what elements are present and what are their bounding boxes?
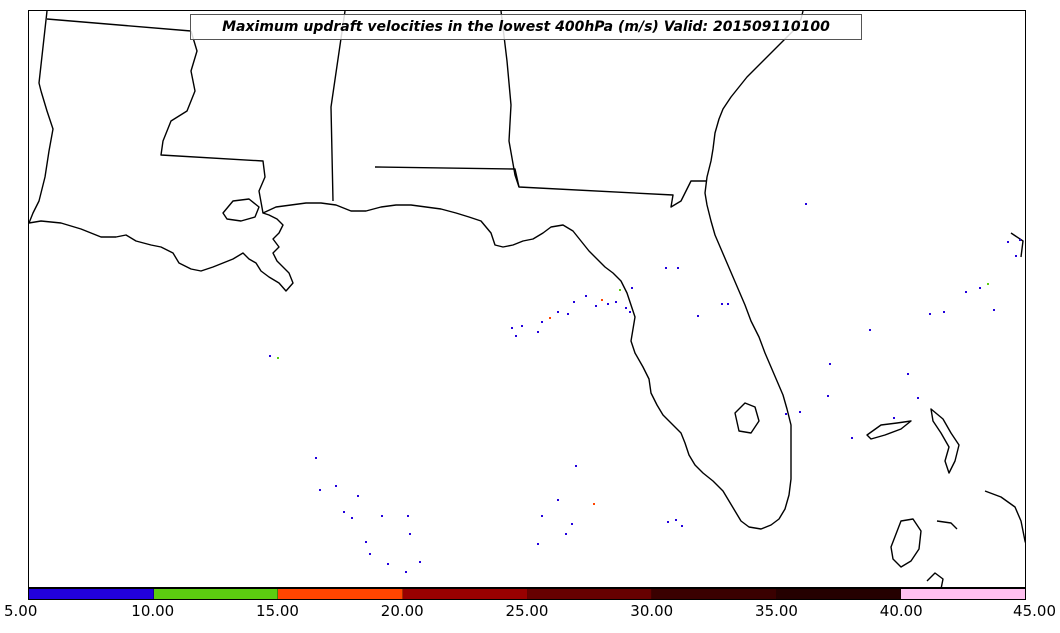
cuba-west xyxy=(926,572,944,587)
colorbar-tick-label: 20.00 xyxy=(380,602,424,620)
state-border-la-top xyxy=(46,18,192,32)
colorbar-tick-label: 30.00 xyxy=(630,602,674,620)
colorbar-segment xyxy=(776,589,902,599)
map-title: Maximum updraft velocities in the lowest… xyxy=(190,14,862,40)
colorbar-segment xyxy=(278,589,403,599)
bahamas-east xyxy=(1010,232,1024,258)
colorbar-tick-label: 40.00 xyxy=(879,602,923,620)
colorbar-tick-label: 5.00 xyxy=(4,602,38,620)
colorbar-segment xyxy=(402,589,528,599)
colorbar-tick-label: 15.00 xyxy=(256,602,299,620)
lake-okeechobee xyxy=(734,402,760,434)
state-border-al-ga xyxy=(500,11,520,188)
colorbar-tick-label: 10.00 xyxy=(131,602,175,620)
colorbar-tick-label: 45.00 xyxy=(1013,602,1056,620)
colorbar-segment xyxy=(901,589,1025,599)
colorbar-labels: 5.00 10.00 15.00 20.00 25.00 30.00 35.00 40.00 4… xyxy=(0,602,1060,626)
florida-keys xyxy=(936,520,958,530)
colorbar-tick-label: 35.00 xyxy=(755,602,798,620)
map-canvas xyxy=(29,11,1025,587)
map-frame xyxy=(28,10,1026,588)
gulf-coastline xyxy=(29,11,804,530)
state-border-al-fl xyxy=(374,166,707,208)
colorbar-segment xyxy=(652,589,777,599)
colorbar-segment xyxy=(527,589,653,599)
cuba-east xyxy=(984,490,1025,544)
colorbar-tick-label: 25.00 xyxy=(505,602,549,620)
colorbar-segment xyxy=(29,589,154,599)
state-border-ms-la xyxy=(38,11,48,92)
louisiana-west-coast xyxy=(29,90,54,224)
bahamas-grand xyxy=(866,420,912,440)
colorbar-segment xyxy=(153,589,279,599)
state-border-ms-river xyxy=(160,30,266,214)
state-border-ms-al xyxy=(330,11,346,202)
lake-pontchartrain xyxy=(222,198,260,222)
bahamas-andros xyxy=(930,408,960,474)
updraft-pixels xyxy=(269,203,1021,573)
colorbar xyxy=(28,588,1026,600)
cuba-coast xyxy=(890,518,922,568)
